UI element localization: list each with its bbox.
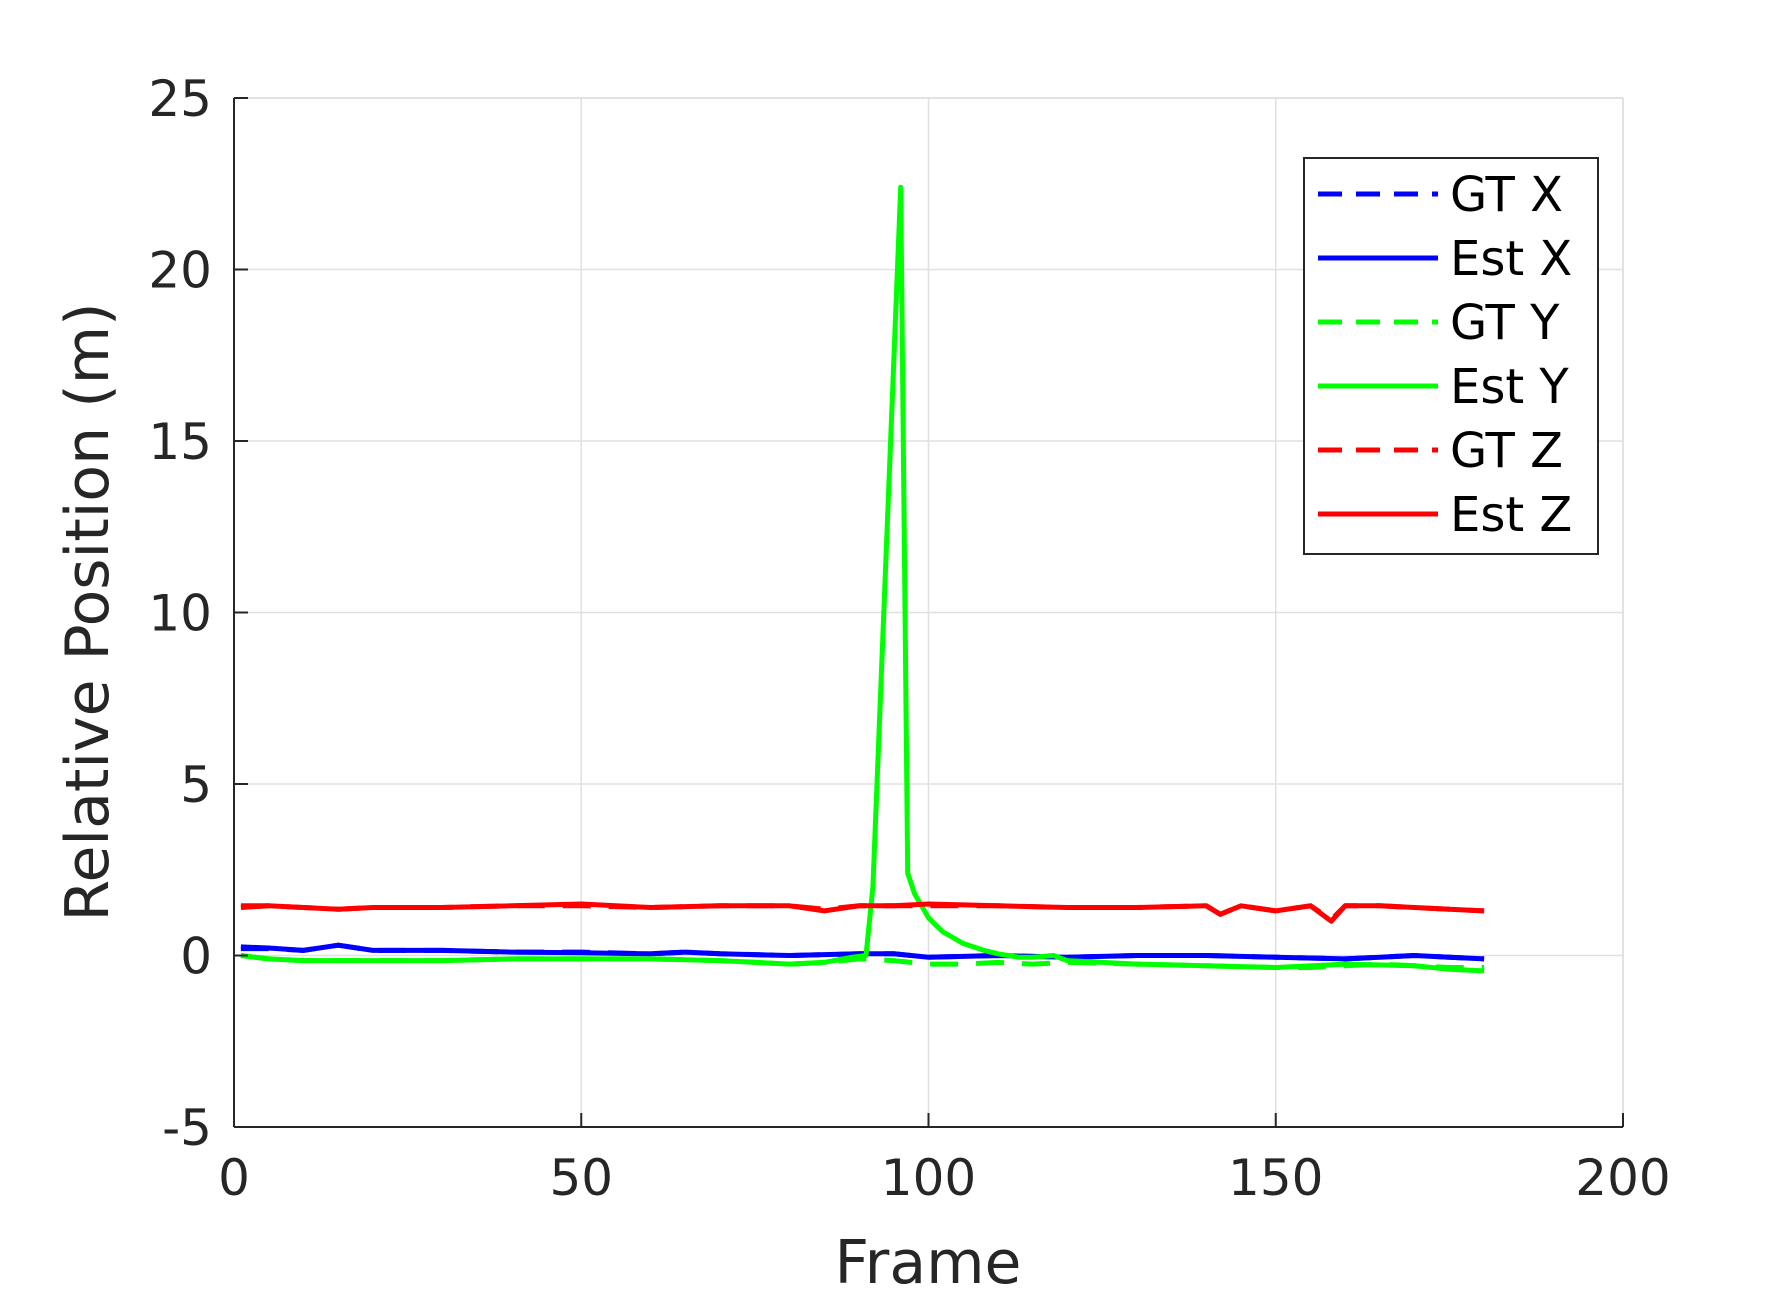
legend-label: Est X bbox=[1450, 231, 1572, 287]
series-line-est-z bbox=[240, 901, 1485, 924]
legend-label: Est Y bbox=[1450, 359, 1569, 415]
x-tick-label: 0 bbox=[218, 1149, 250, 1207]
legend-label: GT X bbox=[1450, 167, 1563, 223]
series-layer bbox=[240, 184, 1485, 974]
legend-label: Est Z bbox=[1450, 487, 1572, 543]
y-tick-label: 20 bbox=[148, 242, 212, 300]
y-tick-label: 5 bbox=[180, 756, 212, 814]
y-axis-title: Relative Position (m) bbox=[53, 303, 123, 922]
legend-box bbox=[1303, 157, 1599, 555]
x-tick-label: 50 bbox=[549, 1149, 613, 1207]
x-tick-label: 150 bbox=[1228, 1149, 1323, 1207]
x-axis-title: Frame bbox=[835, 1228, 1022, 1291]
legend-label: GT Z bbox=[1450, 423, 1563, 479]
y-tick-label: 10 bbox=[148, 585, 212, 643]
y-tick-label: 25 bbox=[148, 70, 212, 128]
x-tick-label: 100 bbox=[881, 1149, 976, 1207]
y-tick-label: -5 bbox=[162, 1099, 212, 1157]
legend: GT X Est X GT Y Est Y GT Z Est Z bbox=[1303, 157, 1599, 555]
y-tick-label: 15 bbox=[148, 413, 212, 471]
y-tick-label: 0 bbox=[180, 928, 212, 986]
x-tick-label: 200 bbox=[1575, 1149, 1670, 1207]
series-line-est-y bbox=[240, 184, 1485, 974]
series-line-est-x bbox=[240, 942, 1485, 962]
legend-label: GT Y bbox=[1450, 295, 1560, 351]
axes bbox=[233, 97, 1624, 1128]
